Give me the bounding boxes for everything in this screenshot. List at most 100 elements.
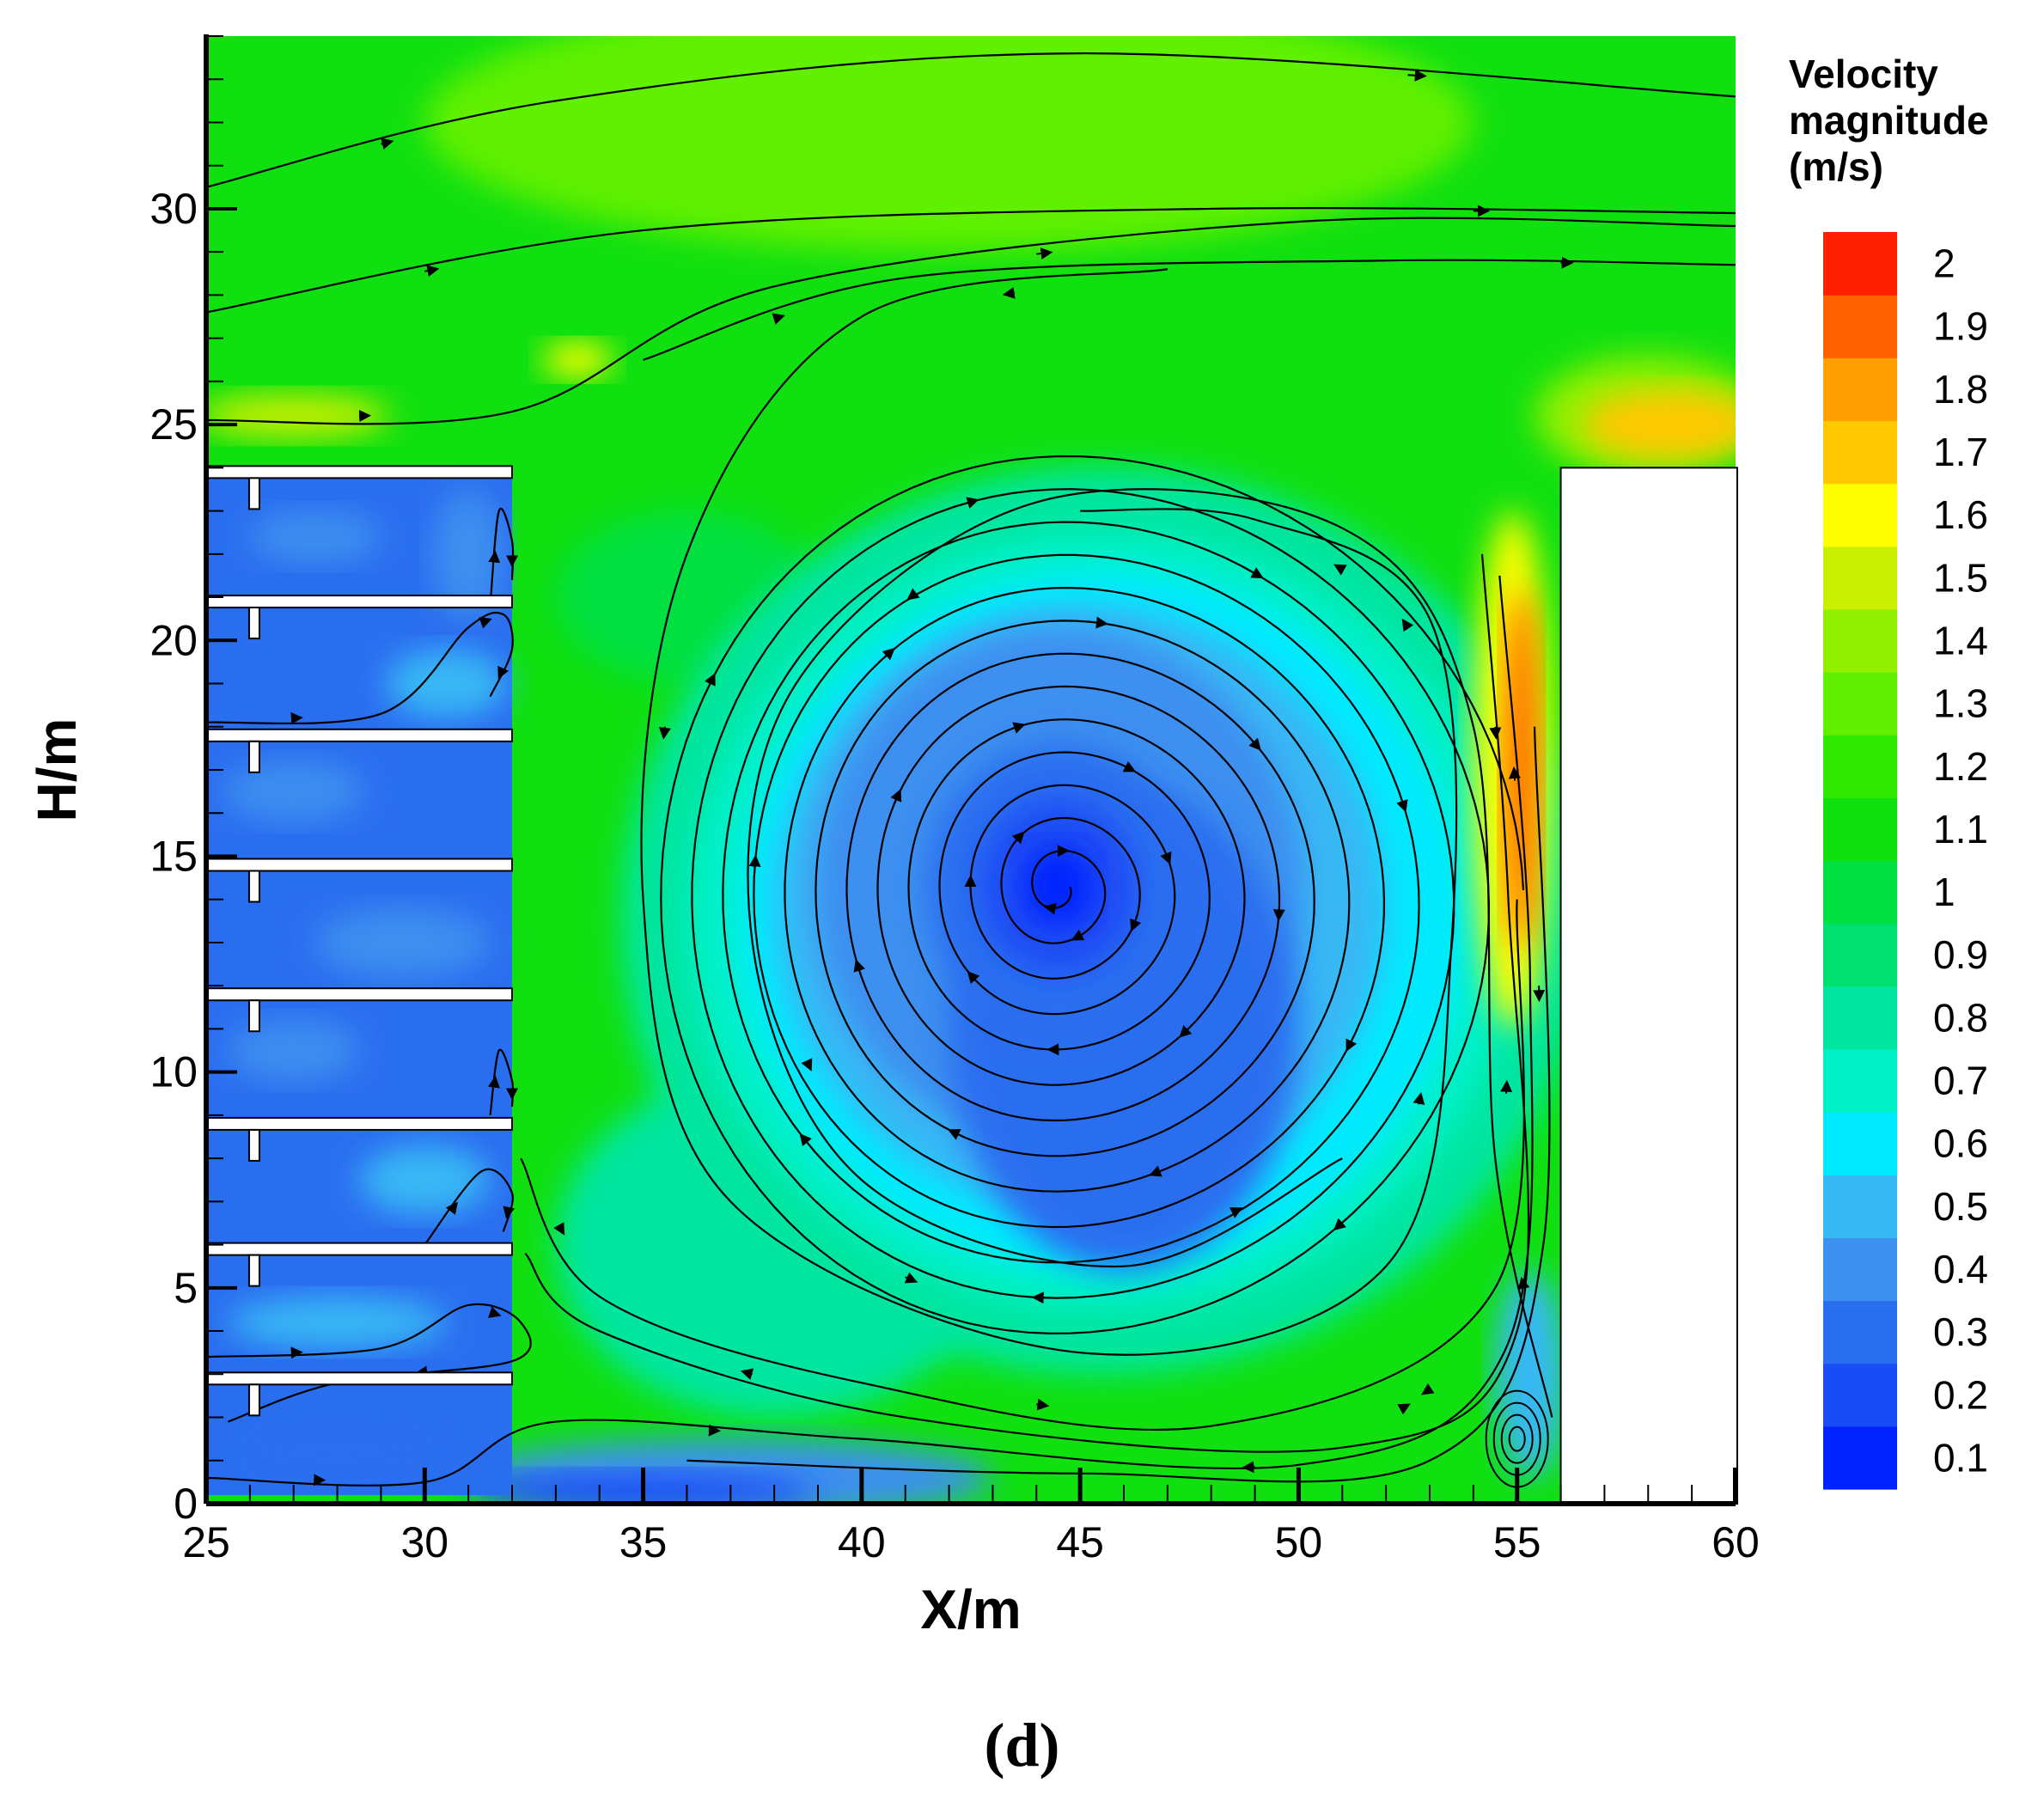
streamline-arrow [381, 137, 394, 150]
y-tick-label: 10 [149, 1048, 198, 1096]
panel-label: (d) [984, 1711, 1060, 1780]
colorbar-swatch [1823, 420, 1897, 485]
colorbar-swatch [1823, 1363, 1897, 1427]
colorbar-label: 0.9 [1933, 932, 1988, 977]
streamline-arrow [772, 313, 785, 325]
colorbar-label: 0.4 [1933, 1247, 1988, 1291]
colorbar-label: 1.6 [1933, 492, 1988, 537]
streamline-arrow [424, 265, 440, 278]
streamline-2 [206, 217, 1736, 425]
streamline-arrow [853, 959, 865, 977]
streamline-arrow [967, 971, 980, 985]
streamline-arrow [1031, 1291, 1057, 1304]
colorbar-swatch [1823, 483, 1897, 547]
small-vortex-ring [1508, 1425, 1526, 1452]
colorbar-label: 1.8 [1933, 367, 1988, 412]
room-patch-2 [223, 760, 364, 822]
right-building [1559, 467, 1738, 1505]
contour-region-0 [424, 36, 1474, 253]
streamline-11 [206, 611, 514, 725]
streamlines [206, 52, 1736, 1488]
colorbar-swatch [1823, 295, 1897, 358]
colorbar-label: 0.6 [1933, 1121, 1988, 1166]
y-tick-label: 0 [174, 1480, 198, 1528]
streamline-arrow [1130, 918, 1142, 932]
contour-region-18 [1495, 1270, 1565, 1478]
x-tick-label: 25 [182, 1518, 230, 1566]
streamline-arrow [1036, 247, 1053, 259]
floor-slab-4 [205, 987, 513, 1002]
room-patch-5 [359, 1145, 491, 1215]
streamline-arrow [1396, 791, 1408, 813]
streamline-arrow [1401, 618, 1414, 632]
streamline-arrow [1272, 905, 1285, 922]
streamline-arrow [801, 1058, 813, 1071]
colorbar-label: 1.9 [1933, 304, 1988, 349]
velocity-field [206, 36, 1736, 1504]
streamline-arrow [1407, 69, 1427, 82]
floor-slab-7 [205, 1371, 513, 1386]
streamline-arrow [1036, 1398, 1050, 1411]
colorbar-swatch [1823, 546, 1897, 610]
colorbar-label: 1.5 [1933, 555, 1988, 600]
plot-axes: 25 30 35 40 45 50 55 60 0 5 10 15 20 25 30 [149, 34, 1760, 1566]
colorbar-title-line: magnitude [1789, 98, 1989, 143]
slab-beam-6 [247, 1254, 260, 1287]
streamline-arrow [954, 497, 979, 509]
floor-slab-5 [205, 1116, 513, 1131]
streamline-arrow [445, 1201, 458, 1215]
y-tick-label: 5 [174, 1264, 198, 1312]
contour-region-13 [542, 342, 613, 377]
room-patch-0 [249, 510, 381, 563]
streamline-arrow [748, 854, 761, 879]
building-structures [205, 465, 1738, 1505]
floor-slab-1 [205, 595, 513, 609]
streamline-4 [640, 268, 1458, 1356]
y-tick-label: 30 [149, 185, 198, 233]
y-axis-title: H/m [26, 718, 88, 822]
streamline-arrow [1345, 1032, 1358, 1053]
colorbar-title-line: Velocity [1789, 52, 1938, 96]
streamline-arrow [1089, 616, 1108, 629]
streamline-arrow [799, 1132, 816, 1153]
colorbar-label: 0.8 [1933, 995, 1988, 1040]
colorbar-swatch [1823, 797, 1897, 862]
streamline-9 [520, 899, 1526, 1432]
slab-beam-3 [247, 870, 260, 903]
x-tick-label: 35 [619, 1518, 668, 1566]
room-patch-3 [315, 907, 491, 978]
colorbar-swatch [1823, 735, 1897, 798]
y-tick-label: 20 [149, 616, 198, 664]
colorbar-label: 0.5 [1933, 1184, 1988, 1229]
y-tick-label: 25 [149, 400, 198, 449]
colorbar-swatch [1823, 1237, 1897, 1302]
streamline-6 [206, 575, 1534, 1487]
colorbar-label: 0.7 [1933, 1059, 1988, 1103]
streamline-arrow [1011, 831, 1025, 845]
streamline-arrow [1248, 736, 1261, 751]
colorbar-label: 1.2 [1933, 744, 1988, 789]
colorbar-label: 1.3 [1933, 681, 1988, 726]
streamline-arrow [1397, 1403, 1411, 1415]
floor-slab-3 [205, 858, 513, 872]
colorbar-swatch [1823, 672, 1897, 736]
x-tick-label: 45 [1056, 1518, 1104, 1566]
streamline-arrow [1242, 565, 1264, 579]
colorbar-swatch [1823, 1048, 1897, 1113]
streamline-5 [747, 488, 1553, 1418]
slab-beam-2 [247, 740, 260, 773]
streamline-arrow [740, 1368, 754, 1380]
streamline-arrow [1333, 564, 1347, 576]
streamline-arrow [497, 665, 509, 680]
colorbar-swatch [1823, 1300, 1897, 1364]
streamline-8 [686, 726, 1551, 1483]
room-patch-8 [433, 489, 503, 620]
colorbar-label: 0.1 [1933, 1435, 1988, 1480]
slab-beam-0 [247, 477, 260, 510]
streamline-arrow [1179, 1024, 1193, 1038]
x-tick-label: 50 [1275, 1518, 1323, 1566]
colorbar-label: 1 [1933, 870, 1956, 914]
streamline-arrow [702, 673, 716, 699]
streamline-arrow [553, 1222, 565, 1236]
